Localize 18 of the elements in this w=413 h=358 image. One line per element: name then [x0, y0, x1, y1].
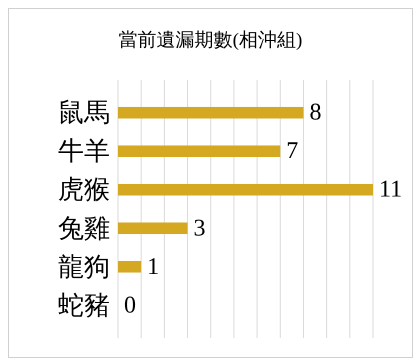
bar — [118, 145, 280, 158]
bar — [118, 184, 373, 196]
y-tick-label: 虎猴 — [58, 175, 110, 204]
chart-title: 當前遺漏期數(相沖組) — [118, 30, 302, 51]
bar — [118, 260, 142, 273]
data-label: 7 — [286, 138, 298, 164]
bar — [118, 106, 304, 119]
data-label: 11 — [379, 176, 402, 203]
data-label: 1 — [147, 254, 160, 280]
y-tick-label: 牛羊 — [58, 136, 110, 166]
y-tick-label: 兔雞 — [58, 214, 110, 243]
data-label: 8 — [309, 100, 322, 126]
y-tick-label: 龍狗 — [58, 252, 110, 282]
data-label: 3 — [194, 215, 206, 242]
y-tick-label: 蛇豬 — [58, 290, 110, 320]
data-label: 0 — [124, 292, 136, 318]
bar — [118, 222, 188, 234]
y-tick-label: 鼠馬 — [58, 98, 110, 128]
